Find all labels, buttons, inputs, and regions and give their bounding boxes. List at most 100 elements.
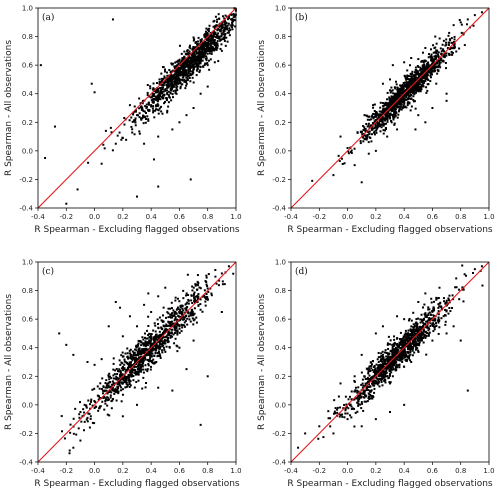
data-point [98,405,101,408]
data-point [117,390,120,393]
data-point [402,351,405,354]
data-point [412,323,415,326]
data-point [437,321,440,324]
data-point [393,354,396,357]
data-point [348,395,351,398]
data-point [377,356,380,359]
data-point [408,94,411,97]
data-point [393,123,396,126]
data-point [385,355,388,358]
data-point [377,123,380,126]
data-point [412,328,415,331]
data-point [152,95,155,98]
data-point [410,329,413,332]
data-point [191,317,194,320]
data-point [171,335,174,338]
data-point [145,329,148,332]
data-point [382,118,385,121]
data-point [389,382,391,385]
data-point [359,140,362,143]
data-point [110,407,113,410]
data-point [164,88,167,91]
data-point [201,295,204,298]
data-point [210,292,213,295]
data-point [155,344,158,347]
data-point [127,367,130,370]
data-point [396,128,399,131]
data-point [394,100,397,103]
data-point [405,353,408,356]
data-point [370,128,373,131]
data-point [436,49,439,52]
data-point [185,294,188,297]
data-point [373,103,376,106]
data-point [118,383,121,386]
data-point [381,357,384,360]
data-point [128,385,131,388]
data-point [433,309,436,312]
data-point [75,433,78,436]
data-point [363,133,366,136]
data-point [131,350,134,353]
data-point [367,396,370,399]
data-point [381,117,384,120]
data-point [383,110,386,113]
data-point [413,331,416,334]
data-point [418,343,421,346]
data-point [147,118,150,121]
data-point [379,373,382,376]
data-point [161,336,164,339]
data-point [126,352,129,355]
data-point [105,384,108,387]
data-point [379,119,382,122]
data-point [428,308,431,311]
data-point [480,265,483,268]
y-axis-label: R Spearman - All observations [257,294,267,430]
data-point [167,332,170,335]
data-point [406,69,409,72]
data-point [111,149,114,152]
data-point [188,60,191,63]
data-point [354,411,357,414]
data-point [144,358,147,361]
data-point [96,394,99,397]
data-point [422,326,425,329]
data-point [118,131,121,134]
data-point [376,382,379,385]
data-point [376,126,379,129]
data-point [416,65,419,68]
data-point [374,367,377,370]
data-point [186,323,189,326]
data-point [341,413,344,416]
data-point [425,320,428,323]
data-point [209,50,212,53]
data-point [433,68,436,71]
data-point [181,83,184,86]
data-point [384,372,387,375]
data-point [405,333,408,336]
data-point [144,349,147,352]
data-point [434,318,437,321]
data-point [111,380,114,383]
data-point [373,375,376,378]
data-point [379,365,382,368]
data-point [400,108,403,111]
data-point [445,54,448,57]
data-point [426,63,429,66]
data-point [433,69,436,72]
data-point [141,108,144,111]
data-point [186,79,189,82]
data-point [170,78,173,81]
data-point [382,124,385,127]
data-point [205,293,208,295]
data-point [445,38,448,41]
data-point [203,64,206,67]
data-point [163,348,166,351]
data-point [227,22,230,25]
data-point [391,106,394,109]
data-point [134,373,137,376]
data-point [203,294,206,297]
data-point [133,119,136,122]
data-point [160,77,163,80]
data-point [387,347,390,350]
